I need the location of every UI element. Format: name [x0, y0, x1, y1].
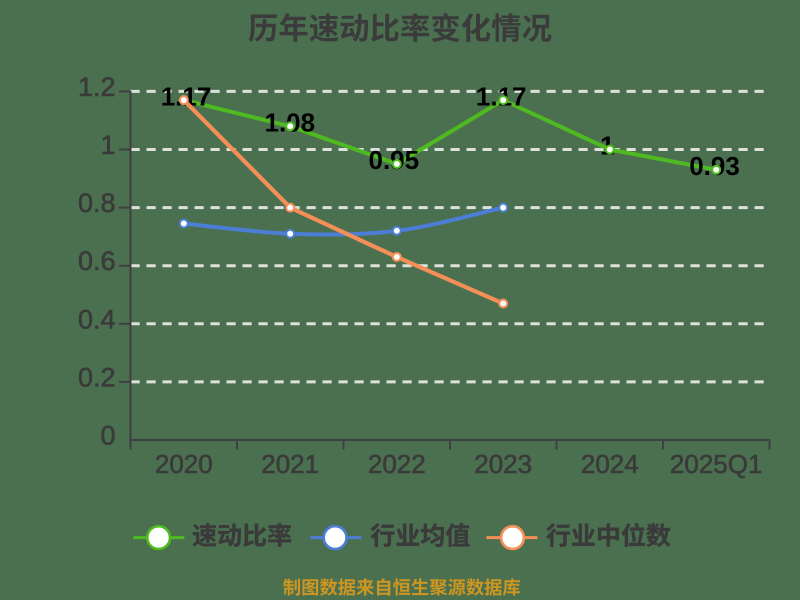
svg-text:0.6: 0.6: [78, 246, 116, 276]
svg-text:2025Q1: 2025Q1: [670, 449, 763, 479]
svg-text:2023: 2023: [474, 449, 532, 479]
svg-text:1.2: 1.2: [78, 72, 116, 102]
svg-text:2024: 2024: [581, 449, 639, 479]
svg-text:0: 0: [100, 421, 115, 451]
svg-text:2020: 2020: [155, 449, 213, 479]
svg-text:1: 1: [100, 130, 115, 160]
svg-text:0.4: 0.4: [78, 304, 116, 334]
svg-text:2021: 2021: [261, 449, 319, 479]
svg-text:0.8: 0.8: [78, 188, 116, 218]
svg-text:0.2: 0.2: [78, 362, 116, 392]
svg-text:2022: 2022: [368, 449, 426, 479]
